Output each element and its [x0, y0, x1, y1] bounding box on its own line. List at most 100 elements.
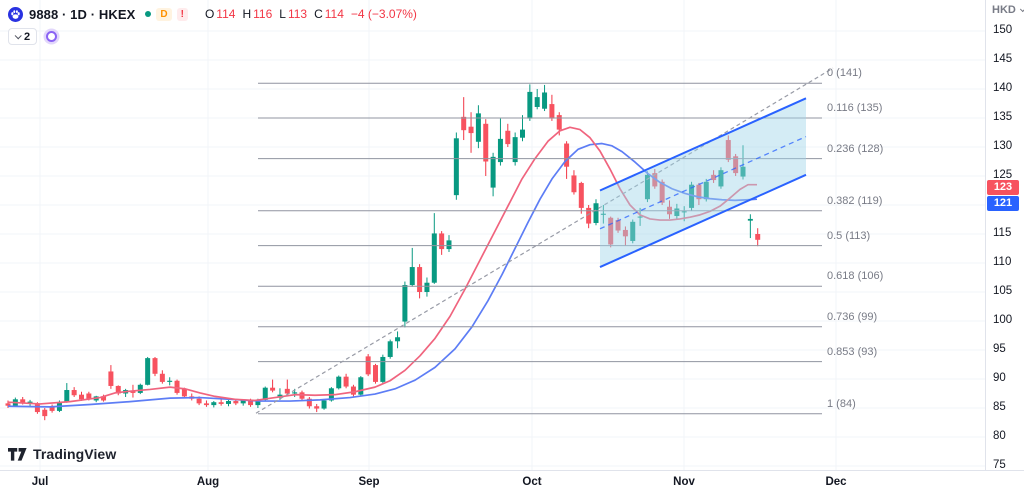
candle-body [652, 173, 658, 187]
fib-level-label: 0.736 (99) [827, 310, 878, 323]
close-value: 114 [324, 7, 344, 21]
candle-body [483, 123, 489, 162]
tradingview-logo-text: TradingView [33, 446, 117, 462]
candle-body [174, 380, 180, 393]
candle-body [644, 174, 650, 200]
candle-body [255, 399, 261, 406]
candle-body [630, 221, 636, 241]
price-tick-label: 145 [993, 53, 1013, 65]
price-tick-label: 90 [993, 372, 1006, 384]
candle-body [277, 394, 283, 397]
price-tick-label: 125 [993, 169, 1013, 181]
candle-body [292, 392, 298, 394]
indicator-loading-icon[interactable] [46, 31, 58, 42]
candle-body [270, 387, 276, 391]
candle-body [365, 356, 371, 375]
candle-body [71, 390, 77, 396]
candle-body [167, 380, 173, 382]
candle-body [20, 399, 26, 403]
candle-body [446, 240, 452, 250]
candle-body [718, 170, 724, 187]
market-status-dot-icon[interactable] [145, 11, 152, 17]
price-tick-label: 140 [993, 82, 1013, 94]
trend-line[interactable] [255, 67, 834, 414]
candle-body [108, 371, 114, 386]
candle-body [34, 404, 40, 413]
fib-level-label: 1 (84) [827, 397, 856, 410]
fib-level-label: 0 (141) [827, 67, 862, 80]
time-tick-label: Dec [825, 476, 847, 488]
close-label: C [314, 7, 323, 21]
candle-body [497, 138, 503, 163]
candle-body [586, 207, 592, 224]
candle-body [159, 373, 165, 382]
candle-body [637, 216, 643, 218]
symbol-title[interactable]: 9888 · 1D · HKEX [29, 6, 136, 22]
price-scale-axis[interactable]: HKD 150145140135130125120115110105100959… [985, 0, 1024, 471]
candle-body [5, 403, 11, 406]
price-tick-label: 100 [993, 314, 1013, 326]
candle-body [321, 400, 327, 409]
candle-body [101, 396, 107, 401]
price-tick-label: 105 [993, 285, 1013, 297]
change-value: −4 (−3.07%) [350, 7, 417, 21]
candle-body [711, 174, 717, 181]
candle-body [358, 377, 364, 395]
delayed-data-badge[interactable]: D [156, 7, 172, 21]
channel-bottom-line[interactable] [599, 173, 807, 268]
candle-body [578, 182, 584, 208]
candle-body [86, 393, 92, 400]
data-alert-badge[interactable]: ! [176, 7, 188, 21]
candle-body [79, 394, 84, 400]
channel-top-line[interactable] [599, 97, 807, 192]
candle-body [755, 234, 761, 240]
candle-body [343, 376, 349, 387]
candle-body [395, 337, 401, 342]
low-value: 113 [287, 7, 308, 21]
candle-body [424, 282, 430, 292]
candle-body [520, 129, 525, 138]
currency-label: HKD [992, 4, 1016, 16]
open-value: 114 [216, 7, 236, 21]
candle-body [409, 267, 415, 286]
time-tick-label: Nov [673, 476, 695, 488]
candle-body [696, 184, 702, 200]
candle-body [740, 166, 746, 177]
low-label: L [279, 7, 286, 21]
candle-body [556, 115, 562, 130]
candle-body [659, 181, 665, 203]
indicators-collapse-button[interactable]: 2 [8, 28, 38, 45]
candle-body [439, 233, 445, 250]
candle-body [226, 401, 231, 404]
candle-body [505, 130, 511, 145]
price-tick-label: 130 [993, 140, 1013, 152]
candle-body [314, 406, 320, 409]
price-tick-label: 80 [993, 430, 1006, 442]
baidu-logo-icon [8, 6, 23, 22]
indicator-count: 2 [24, 30, 31, 43]
price-tick-label: 150 [993, 24, 1013, 36]
candle-body [233, 401, 239, 404]
candle-body [380, 356, 386, 382]
candle-body [306, 398, 312, 407]
candle-body [475, 113, 481, 142]
fib-level-label: 0.618 (106) [827, 270, 884, 283]
tradingview-logo[interactable]: TradingView [8, 446, 116, 462]
candle-body [248, 400, 254, 406]
chevron-down-icon [14, 32, 22, 40]
candle-body [674, 208, 680, 217]
currency-selector[interactable]: HKD [992, 4, 1024, 16]
candle-body [534, 97, 540, 107]
candle-body [387, 341, 393, 357]
candle-body [145, 358, 151, 385]
channel-mid-line[interactable] [599, 135, 807, 230]
chevron-down-icon [1019, 6, 1024, 13]
time-scale-axis[interactable]: Jul Aug Sep Oct Nov Dec [0, 470, 1024, 494]
candle-body [218, 402, 224, 404]
candle-body [137, 384, 143, 393]
candle-body [64, 390, 70, 403]
price-tick-label: 110 [993, 256, 1012, 268]
candle-body [211, 402, 217, 406]
